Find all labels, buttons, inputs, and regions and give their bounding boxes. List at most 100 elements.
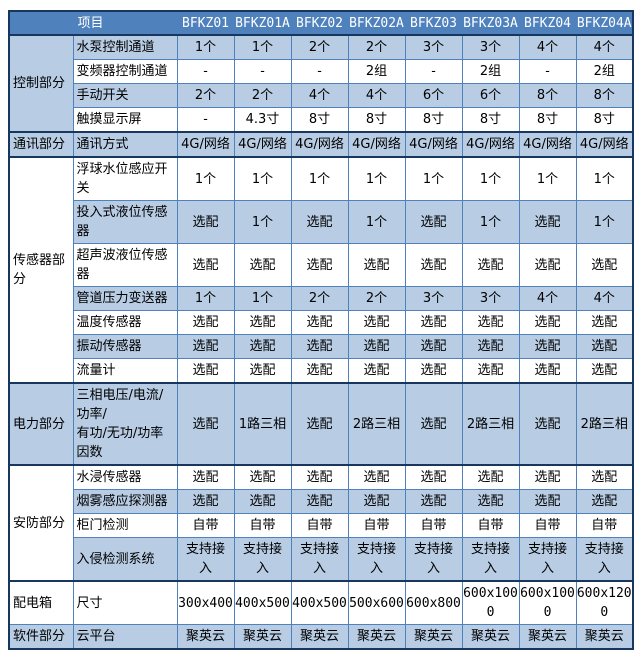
spec-value-cell: 选配	[404, 489, 463, 514]
spec-value-cell: 400x500	[233, 580, 292, 625]
spec-value-cell: 4个	[575, 286, 634, 311]
spec-value-cell: 聚英云	[176, 624, 235, 650]
column-header-bfkz04a: BFKZ04A	[575, 10, 634, 36]
item-label: 入侵检测系统	[72, 537, 178, 582]
spec-row: 手动开关 2个 2个 4个 4个 6个 6个 8个 8个	[9, 83, 634, 108]
spec-value-cell: 8个	[575, 83, 634, 108]
spec-value-cell: 选配	[290, 200, 349, 244]
product-spec-table: 项目 BFKZ01 BFKZ01A BFKZ02 BFKZ02A BFKZ03 BFKZ0…	[8, 10, 634, 650]
item-label: 柜门检测	[72, 513, 178, 538]
header-row: 项目 BFKZ01 BFKZ01A BFKZ02 BFKZ02A BFKZ03 BFKZ0…	[8, 10, 634, 36]
item-label: 通讯方式	[72, 131, 178, 158]
section-label-1: 通讯部分	[8, 131, 74, 158]
spec-value-cell: 选配	[404, 382, 463, 466]
spec-value-cell: 聚英云	[461, 624, 520, 650]
spec-value-cell: 选配	[518, 358, 577, 384]
spec-value-cell: 自带	[575, 513, 634, 538]
spec-value-cell: 2个	[290, 34, 349, 60]
spec-value-cell: 8寸	[290, 107, 349, 133]
spec-value-cell: 选配	[518, 489, 577, 514]
spec-value-cell: 选配	[176, 382, 235, 466]
spec-value-cell: 1个	[233, 156, 292, 201]
spec-value-cell: 选配	[290, 243, 349, 287]
spec-value-cell: 选配	[575, 334, 634, 359]
spec-value-cell: 4G/网络	[518, 131, 577, 158]
spec-value-cell: 选配	[233, 489, 292, 514]
spec-value-cell: 1个	[347, 200, 406, 244]
item-label: 触摸显示屏	[72, 107, 178, 133]
item-label: 流量计	[72, 358, 178, 384]
spec-value-cell: 选配	[233, 310, 292, 335]
spec-value-cell: 自带	[233, 513, 292, 538]
spec-value-cell: 选配	[461, 464, 520, 490]
spec-row: 流量计 选配 选配 选配 选配 选配 选配 选配 选配	[9, 358, 634, 384]
spec-value-cell: 自带	[461, 513, 520, 538]
spec-row: 超声波液位传感 器选配 选配 选配 选配 选配 选配 选配 选配	[9, 243, 634, 287]
spec-value-cell: 3个	[404, 286, 463, 311]
spec-value-cell: 选配	[575, 310, 634, 335]
spec-value-cell: 选配	[518, 382, 577, 466]
spec-value-cell: 选配	[518, 243, 577, 287]
spec-value-cell: 选配	[176, 310, 235, 335]
header-item-label: 项目	[72, 10, 178, 36]
spec-value-cell: 2路三相	[575, 382, 634, 466]
spec-value-cell: 2个	[176, 83, 235, 108]
spec-row: 软件部分 云平台 聚英云 聚英云 聚英云 聚英云 聚英云 聚英云 聚英云 聚英云	[8, 624, 634, 650]
item-label: 浮球水位感应开 关	[72, 156, 178, 201]
spec-value-cell: 500x600	[347, 580, 406, 625]
column-header-bfkz04: BFKZ04	[518, 10, 577, 36]
spec-row: 烟雾感应探测器 选配 选配 选配 选配 选配 选配 选配 选配	[9, 489, 634, 514]
spec-value-cell: 选配	[461, 489, 520, 514]
spec-value-cell: 1个	[233, 34, 292, 60]
spec-row: 振动传感器 选配 选配 选配 选配 选配 选配 选配 选配	[9, 334, 634, 359]
spec-value-cell: 支持接 入	[461, 537, 520, 582]
spec-value-cell: 2个	[290, 286, 349, 311]
spec-value-cell: 自带	[176, 513, 235, 538]
item-label: 振动传感器	[72, 334, 178, 359]
section-label-6: 软件部分	[8, 624, 74, 650]
spec-value-cell: 选配	[290, 382, 349, 466]
spec-row: 温度传感器 选配 选配 选配 选配 选配 选配 选配 选配	[9, 310, 634, 335]
spec-value-cell: 4个	[347, 83, 406, 108]
spec-value-cell: 选配	[290, 464, 349, 490]
spec-value-cell: 1个	[176, 34, 235, 60]
spec-value-cell: 8个	[518, 83, 577, 108]
spec-value-cell: 4G/网络	[233, 131, 292, 158]
spec-value-cell: 支持接 入	[176, 537, 235, 582]
spec-value-cell: 1个	[347, 156, 406, 201]
spec-value-cell: 1个	[575, 156, 634, 201]
spec-value-cell: 2组	[575, 59, 634, 84]
spec-value-cell: 聚英云	[290, 624, 349, 650]
spec-value-cell: 聚英云	[575, 624, 634, 650]
section-label-2: 传感器部分	[8, 156, 74, 384]
column-header-bfkz01: BFKZ01	[176, 10, 235, 36]
item-label: 管道压力变送器	[72, 286, 178, 311]
spec-value-cell: -	[290, 59, 349, 84]
spec-value-cell: 2路三相	[461, 382, 520, 466]
spec-row: 入侵检测系统 支持接 入支持接 入支持接 入支持接 入支持接 入支持接 入支持接 …	[9, 537, 634, 582]
spec-value-cell: 4G/网络	[461, 131, 520, 158]
spec-value-cell: 选配	[404, 200, 463, 244]
spec-value-cell: 聚英云	[347, 624, 406, 650]
spec-value-cell: 8寸	[404, 107, 463, 133]
spec-value-cell: 4G/网络	[404, 131, 463, 158]
spec-value-cell: 4G/网络	[176, 131, 235, 158]
spec-row: 柜门检测 自带 自带 自带 自带 自带 自带 自带 自带	[9, 513, 634, 538]
spec-row: 投入式液位传感 器选配 1个 选配 1个 选配 1个 选配 1个	[9, 200, 634, 244]
spec-value-cell: 4G/网络	[575, 131, 634, 158]
spec-value-cell: 1个	[461, 200, 520, 244]
spec-value-cell: 400x500	[290, 580, 349, 625]
spec-value-cell: 1个	[575, 200, 634, 244]
spec-value-cell: 1路三相	[233, 382, 292, 466]
spec-value-cell: 4G/网络	[347, 131, 406, 158]
spec-value-cell: 2个	[233, 83, 292, 108]
spec-value-cell: 自带	[347, 513, 406, 538]
spec-value-cell: 600x100 0	[518, 580, 577, 625]
item-label: 云平台	[72, 624, 178, 650]
spec-sheet: 项目 BFKZ01 BFKZ01A BFKZ02 BFKZ02A BFKZ03 BFKZ0…	[8, 10, 634, 650]
spec-value-cell: 600x100 0	[461, 580, 520, 625]
spec-value-cell: 2组	[347, 59, 406, 84]
spec-value-cell: 2个	[347, 34, 406, 60]
spec-value-cell: 2路三相	[347, 382, 406, 466]
column-header-bfkz01a: BFKZ01A	[233, 10, 292, 36]
